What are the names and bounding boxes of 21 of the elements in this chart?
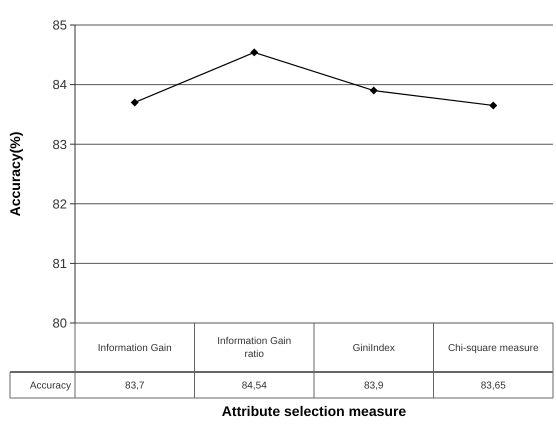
point [130,98,139,106]
y-tick-label: 85 [52,18,67,33]
x-tick-label: Chi-square measure [448,343,539,354]
data-label: 83,65 [480,380,506,392]
y-tick-label: 81 [52,256,67,271]
x-tick-label: Information Gain ratio [217,336,292,360]
data-label: 84,54 [242,380,268,392]
x-tick-label: GiniIndex [352,343,395,354]
text: Accuracy [30,380,71,392]
point [489,101,498,110]
y-tick-label: 82 [52,196,67,212]
data-label: 83,7 [125,380,145,392]
point [370,86,378,95]
y-axis-title: Accuracy(%) [7,132,23,216]
y-tick-label: 83 [52,136,67,152]
y-tick-label: 84 [52,77,67,92]
x-tick-label: Information Gain [98,343,172,354]
x-axis-title: Attribute selection measure [222,403,406,419]
point [250,48,258,56]
data-label: 83,9 [364,380,384,392]
y-tick-label: 80 [52,316,67,331]
